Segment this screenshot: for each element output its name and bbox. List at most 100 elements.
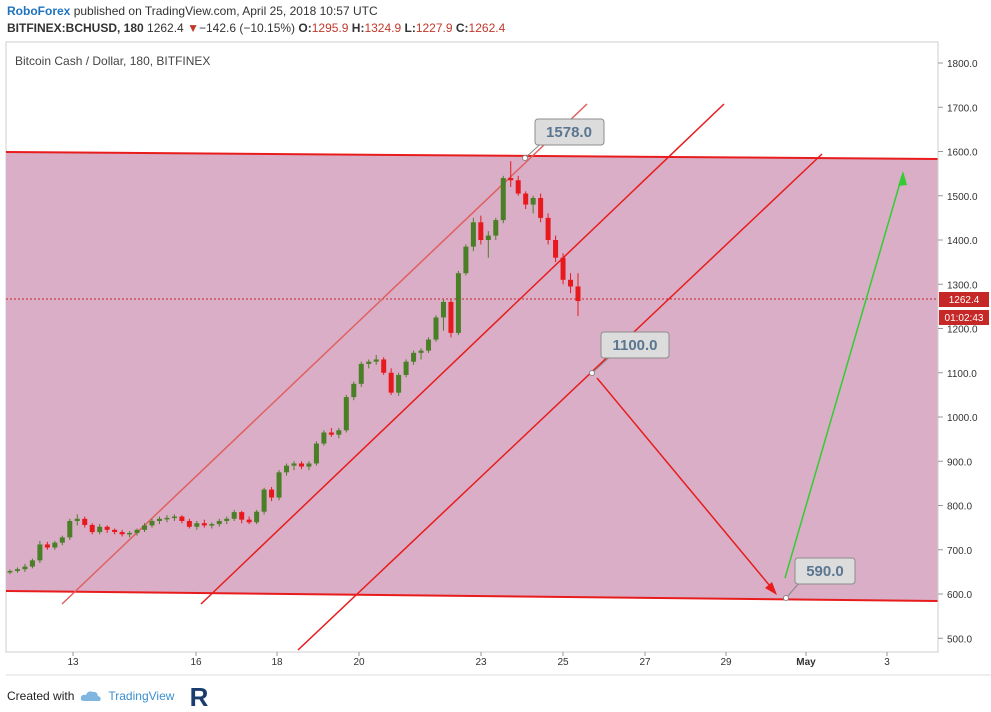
- y-tick-label: 1200.0: [947, 325, 978, 336]
- tradingview-link[interactable]: TradingView: [108, 689, 175, 703]
- candle-up: [485, 235, 491, 240]
- countdown-box: [939, 310, 989, 325]
- callout-anchor-1578: [522, 155, 528, 161]
- candle-down: [89, 524, 95, 533]
- candles-group: [7, 161, 581, 575]
- candle-up: [216, 520, 222, 525]
- y-tick-label: 1100.0: [947, 369, 977, 380]
- y-tick-label: 800.0: [947, 502, 972, 513]
- channel-upper-line: [61, 103, 588, 605]
- candle-up: [134, 529, 140, 533]
- candle-up: [14, 569, 20, 571]
- candle-up: [366, 361, 372, 364]
- candle-up: [403, 361, 409, 375]
- candle-up: [373, 359, 379, 362]
- candle-up: [463, 246, 469, 274]
- y-tick-label: 700.0: [947, 546, 972, 557]
- candle-up: [336, 430, 342, 435]
- x-tick-label: 16: [190, 657, 202, 668]
- candle-up: [149, 520, 155, 526]
- x-tick-label: 25: [557, 657, 569, 668]
- x-tick-label: 20: [353, 657, 365, 668]
- close-label: C:: [455, 21, 469, 35]
- candle-up: [343, 397, 349, 431]
- up-forecast-line: [784, 175, 903, 579]
- candle-down: [508, 178, 514, 181]
- x-tick-label: 13: [67, 657, 79, 668]
- x-tick-label: 27: [639, 657, 651, 668]
- callout-box-590[interactable]: [794, 557, 856, 585]
- candle-up: [142, 525, 148, 530]
- candle-down: [239, 512, 245, 520]
- candle-down: [119, 532, 125, 535]
- chart-title: Bitcoin Cash / Dollar, 180, BITFINEX: [15, 54, 210, 68]
- x-tick-label: 3: [884, 657, 890, 668]
- y-tick-label: 500.0: [947, 634, 972, 645]
- candle-up: [254, 511, 260, 523]
- x-tick-label: 23: [475, 657, 487, 668]
- logo-letter: R: [190, 682, 209, 711]
- resistance-line: [5, 151, 939, 160]
- y-tick-label: 1000.0: [947, 413, 978, 424]
- y-tick-label: 1400.0: [947, 236, 978, 247]
- candle-up: [127, 532, 133, 535]
- callout-box-1100[interactable]: [600, 331, 670, 359]
- candle-up: [59, 537, 65, 543]
- price-change: −142.6 (−10.15%): [198, 21, 296, 35]
- candle-down: [538, 197, 544, 218]
- low-label: L:: [404, 21, 416, 35]
- low-value: 1227.9: [415, 21, 453, 35]
- callout-1578: 1578.0: [546, 124, 592, 141]
- candle-up: [164, 517, 170, 520]
- candle-up: [306, 463, 312, 467]
- candle-up: [530, 197, 536, 205]
- candle-up: [74, 518, 80, 521]
- candle-up: [224, 518, 230, 521]
- candle-up: [194, 523, 200, 527]
- countdown: 01:02:43: [945, 313, 984, 324]
- candle-up: [493, 220, 499, 236]
- candle-down: [381, 359, 387, 373]
- down-triangle-icon: ▼: [187, 21, 199, 35]
- candle-up: [284, 465, 290, 473]
- callout-box-1578[interactable]: [534, 118, 605, 146]
- candle-down: [388, 372, 394, 393]
- candle-up: [313, 443, 319, 464]
- candle-up: [29, 560, 35, 567]
- callout-pointer-590: [785, 581, 801, 599]
- close-value: 1262.4: [468, 21, 506, 35]
- y-tick-label: 900.0: [947, 457, 972, 468]
- y-tick-label: 1300.0: [947, 280, 978, 291]
- callout-anchor-1100: [589, 370, 595, 376]
- candle-up: [418, 350, 424, 353]
- candle-up: [500, 178, 506, 221]
- candle-up: [261, 489, 267, 512]
- candle-up: [433, 317, 439, 340]
- price-tag-box: [939, 292, 989, 307]
- candle-up: [426, 339, 432, 351]
- callout-590: 590.0: [806, 563, 844, 580]
- candle-up: [291, 463, 297, 466]
- open-value: 1295.9: [311, 21, 349, 35]
- candle-up: [156, 518, 162, 521]
- candle-down: [523, 193, 529, 205]
- support-line: [5, 590, 939, 602]
- publish-info: RoboForex published on TradingView.com, …: [7, 4, 378, 18]
- candle-down: [269, 489, 275, 498]
- symbol-info: BITFINEX:BCHUSD, 180 1262.4 ▼−142.6 (−10…: [7, 21, 505, 35]
- price-tag: 1262.4: [949, 295, 980, 306]
- published-text: published on TradingView.com, April 25, …: [73, 4, 378, 18]
- candle-down: [112, 529, 118, 533]
- candle-up: [358, 363, 364, 384]
- cloud-icon: [81, 691, 102, 701]
- y-tick-label: 1600.0: [947, 148, 978, 159]
- y-tick-label: 1800.0: [947, 59, 978, 70]
- channel-lower-line: [297, 153, 823, 651]
- channel-mid-line: [200, 103, 725, 605]
- brand-name[interactable]: RoboForex: [7, 4, 71, 18]
- candle-down: [82, 518, 88, 525]
- candle-up: [321, 432, 327, 444]
- candle-down: [568, 279, 574, 287]
